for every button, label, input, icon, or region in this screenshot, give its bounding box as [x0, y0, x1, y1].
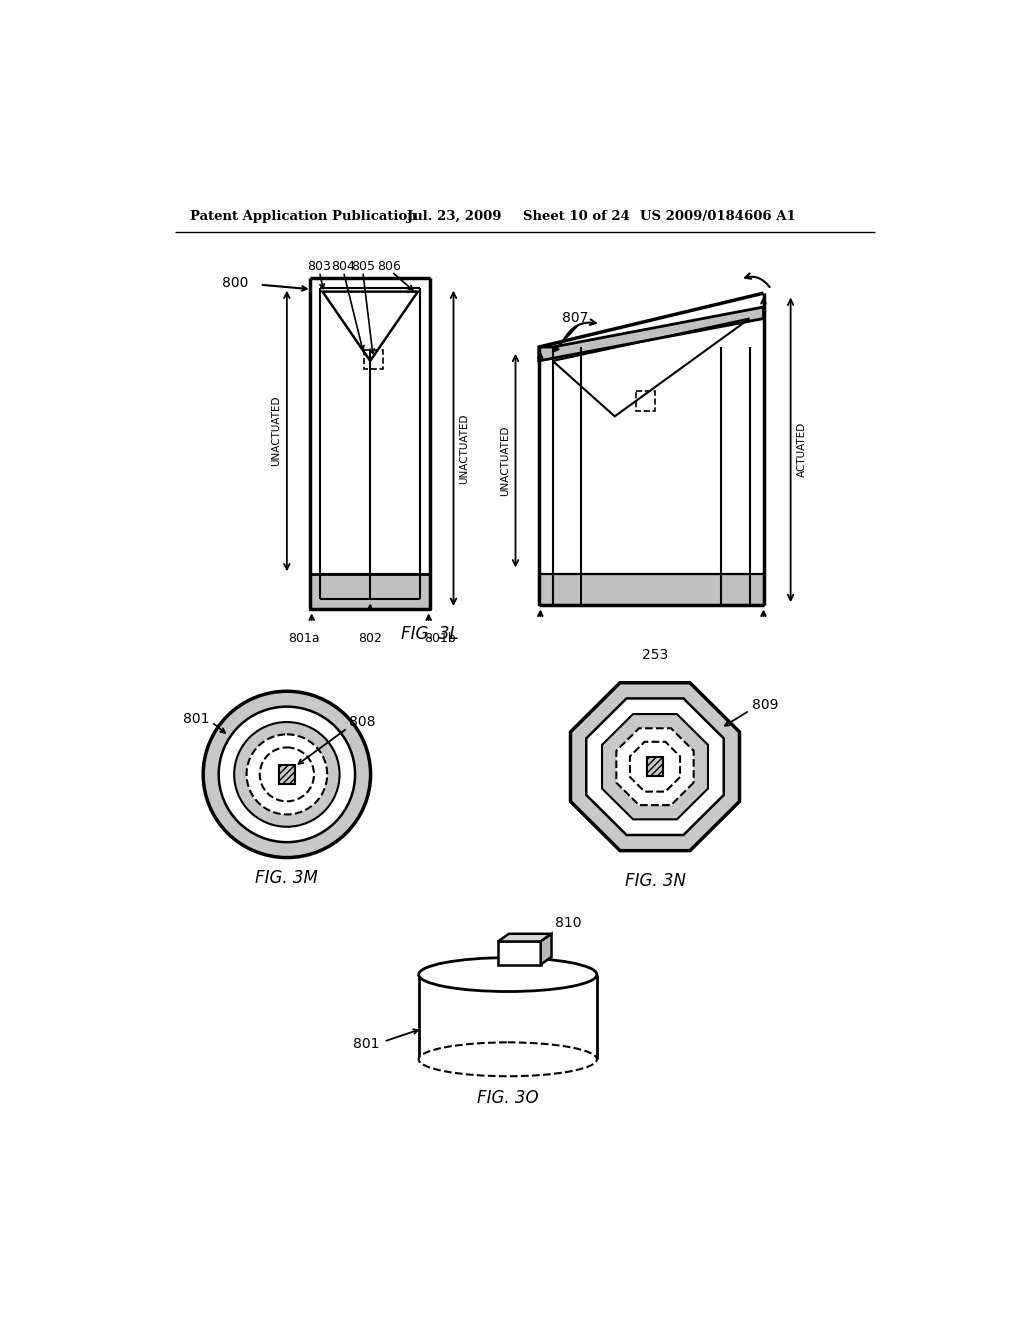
Text: 801: 801: [183, 711, 209, 726]
Text: 807: 807: [562, 310, 589, 325]
Text: US 2009/0184606 A1: US 2009/0184606 A1: [640, 210, 796, 223]
Text: UNACTUATED: UNACTUATED: [271, 396, 281, 466]
Text: 806: 806: [377, 260, 401, 273]
Text: UNACTUATED: UNACTUATED: [500, 425, 510, 496]
Text: 809: 809: [752, 698, 778, 711]
Polygon shape: [541, 933, 552, 965]
Text: 800: 800: [222, 276, 248, 290]
Bar: [280, 766, 295, 784]
Text: 804: 804: [332, 260, 355, 273]
Text: 801: 801: [353, 1038, 380, 1051]
Text: 808: 808: [349, 715, 376, 729]
Bar: [364, 350, 383, 368]
Text: 810: 810: [555, 916, 582, 929]
Bar: [310, 574, 430, 609]
Circle shape: [234, 722, 340, 826]
Bar: [636, 391, 655, 411]
Text: 801a: 801a: [288, 632, 319, 645]
Text: FIG. 3L: FIG. 3L: [401, 626, 459, 643]
Polygon shape: [570, 682, 739, 850]
Circle shape: [247, 734, 328, 814]
Text: Patent Application Publication: Patent Application Publication: [190, 210, 417, 223]
Bar: [647, 758, 663, 776]
Text: FIG. 3O: FIG. 3O: [477, 1089, 539, 1106]
Polygon shape: [616, 729, 693, 805]
Polygon shape: [587, 698, 724, 836]
Text: 803: 803: [307, 260, 332, 273]
Text: UNACTUATED: UNACTUATED: [460, 413, 469, 483]
Ellipse shape: [419, 958, 597, 991]
Polygon shape: [630, 742, 680, 792]
Text: Sheet 10 of 24: Sheet 10 of 24: [523, 210, 630, 223]
Polygon shape: [498, 933, 552, 941]
Ellipse shape: [419, 1043, 597, 1076]
Text: FIG. 3M: FIG. 3M: [255, 870, 318, 887]
Polygon shape: [539, 308, 764, 360]
Bar: [539, 574, 764, 605]
Circle shape: [203, 692, 371, 858]
Text: 802: 802: [358, 632, 382, 645]
Text: 801b: 801b: [424, 632, 456, 645]
Circle shape: [260, 747, 314, 801]
Text: 805: 805: [351, 260, 375, 273]
Text: FIG. 3N: FIG. 3N: [625, 871, 685, 890]
Polygon shape: [498, 941, 541, 965]
Text: Jul. 23, 2009: Jul. 23, 2009: [407, 210, 502, 223]
Text: ACTUATED: ACTUATED: [797, 422, 807, 478]
Polygon shape: [602, 714, 708, 820]
Circle shape: [219, 706, 355, 842]
Text: 253: 253: [642, 648, 668, 663]
